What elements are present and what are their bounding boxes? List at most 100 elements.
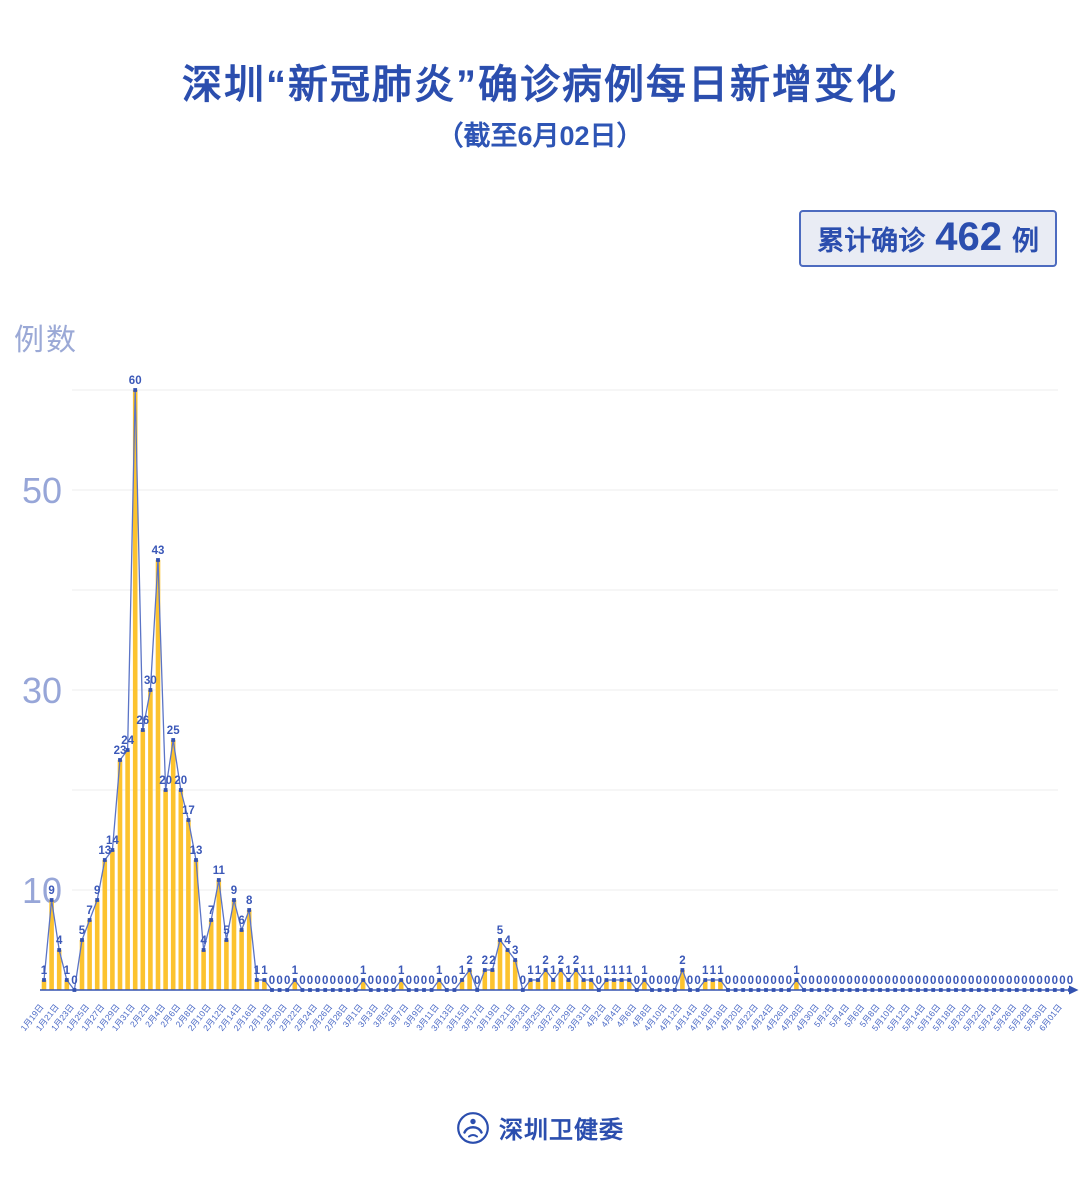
svg-text:0: 0: [892, 975, 898, 987]
svg-text:0: 0: [520, 975, 526, 987]
svg-text:0: 0: [786, 975, 792, 987]
svg-text:24: 24: [121, 735, 134, 747]
svg-text:0: 0: [732, 975, 738, 987]
svg-text:1: 1: [588, 965, 595, 977]
svg-text:9: 9: [94, 885, 100, 897]
svg-text:0: 0: [945, 975, 951, 987]
svg-text:20: 20: [159, 775, 172, 787]
svg-text:0: 0: [444, 975, 450, 987]
svg-text:0: 0: [413, 975, 419, 987]
svg-text:1: 1: [710, 965, 717, 977]
svg-text:1: 1: [611, 965, 618, 977]
svg-text:6: 6: [238, 915, 244, 927]
svg-text:0: 0: [330, 975, 336, 987]
svg-text:0: 0: [664, 975, 670, 987]
svg-text:0: 0: [1067, 975, 1073, 987]
svg-text:0: 0: [1052, 975, 1058, 987]
svg-text:13: 13: [98, 845, 111, 857]
svg-text:0: 0: [960, 975, 966, 987]
svg-text:7: 7: [208, 905, 214, 917]
badge-label: 累计确诊: [817, 226, 926, 256]
svg-text:0: 0: [649, 975, 655, 987]
svg-text:8: 8: [246, 895, 253, 907]
svg-text:0: 0: [846, 975, 852, 987]
svg-text:25: 25: [167, 725, 180, 737]
svg-text:0: 0: [748, 975, 754, 987]
svg-text:1: 1: [580, 965, 587, 977]
svg-text:0: 0: [725, 975, 731, 987]
svg-text:4: 4: [504, 935, 511, 947]
svg-text:0: 0: [831, 975, 837, 987]
svg-text:2: 2: [573, 955, 579, 967]
chart-title: 深圳“新冠肺炎”确诊病例每日新增变化: [182, 63, 898, 107]
svg-text:2: 2: [542, 955, 548, 967]
svg-text:0: 0: [345, 975, 351, 987]
svg-text:1: 1: [535, 965, 542, 977]
y-axis-title: 例数: [14, 324, 78, 357]
svg-text:0: 0: [284, 975, 290, 987]
svg-text:1: 1: [618, 965, 625, 977]
svg-text:1: 1: [793, 965, 800, 977]
svg-text:0: 0: [801, 975, 807, 987]
svg-text:0: 0: [922, 975, 928, 987]
svg-text:1: 1: [261, 965, 268, 977]
svg-text:5: 5: [223, 925, 230, 937]
svg-text:0: 0: [900, 975, 906, 987]
svg-text:0: 0: [862, 975, 868, 987]
svg-text:30: 30: [22, 670, 62, 711]
svg-text:4: 4: [56, 935, 63, 947]
svg-text:1: 1: [527, 965, 534, 977]
svg-text:0: 0: [474, 975, 480, 987]
svg-text:17: 17: [182, 805, 195, 817]
svg-text:2: 2: [558, 955, 564, 967]
org-name: 深圳卫健委: [499, 1117, 624, 1144]
svg-text:0: 0: [877, 975, 883, 987]
svg-text:1: 1: [436, 965, 443, 977]
svg-text:0: 0: [930, 975, 936, 987]
svg-text:0: 0: [869, 975, 875, 987]
svg-text:0: 0: [755, 975, 761, 987]
svg-text:1: 1: [459, 965, 466, 977]
cumulative-badge: 累计确诊 462 例: [799, 210, 1057, 267]
svg-text:1: 1: [550, 965, 557, 977]
svg-text:0: 0: [1021, 975, 1027, 987]
badge-unit: 例: [1012, 226, 1039, 256]
svg-text:0: 0: [687, 975, 693, 987]
svg-text:1: 1: [717, 965, 724, 977]
svg-text:26: 26: [136, 715, 149, 727]
svg-text:0: 0: [839, 975, 845, 987]
svg-text:0: 0: [991, 975, 997, 987]
svg-text:2: 2: [679, 955, 685, 967]
svg-text:23: 23: [114, 745, 127, 757]
svg-text:1: 1: [41, 965, 48, 977]
svg-text:10: 10: [22, 870, 62, 911]
svg-text:50: 50: [22, 470, 62, 511]
svg-text:0: 0: [884, 975, 890, 987]
chart-svg-container: 10 30 50 1 9 4 1 0 5 7 9 13 14 23 24 60 26 30 43 20 25 20 17 13…: [0, 360, 1080, 1074]
svg-text:0: 0: [406, 975, 412, 987]
svg-text:0: 0: [694, 975, 700, 987]
svg-text:0: 0: [672, 975, 678, 987]
svg-text:0: 0: [634, 975, 640, 987]
svg-text:1: 1: [398, 965, 405, 977]
svg-text:0: 0: [1044, 975, 1050, 987]
svg-text:0: 0: [915, 975, 921, 987]
svg-text:0: 0: [1029, 975, 1035, 987]
svg-text:13: 13: [190, 845, 203, 857]
svg-text:9: 9: [231, 885, 237, 897]
svg-text:0: 0: [337, 975, 343, 987]
svg-text:0: 0: [770, 975, 776, 987]
svg-text:0: 0: [352, 975, 358, 987]
svg-text:5: 5: [497, 925, 504, 937]
svg-text:1: 1: [626, 965, 633, 977]
svg-text:0: 0: [740, 975, 746, 987]
svg-text:0: 0: [816, 975, 822, 987]
badge-value: 462: [935, 215, 1002, 259]
svg-text:0: 0: [938, 975, 944, 987]
chart-svg: 1030501941057913142324602630432025201713…: [18, 375, 1079, 1033]
footer: 深圳卫健委: [0, 1110, 1080, 1145]
svg-text:0: 0: [269, 975, 275, 987]
svg-text:0: 0: [656, 975, 662, 987]
svg-text:1: 1: [254, 965, 261, 977]
svg-text:30: 30: [144, 675, 157, 687]
